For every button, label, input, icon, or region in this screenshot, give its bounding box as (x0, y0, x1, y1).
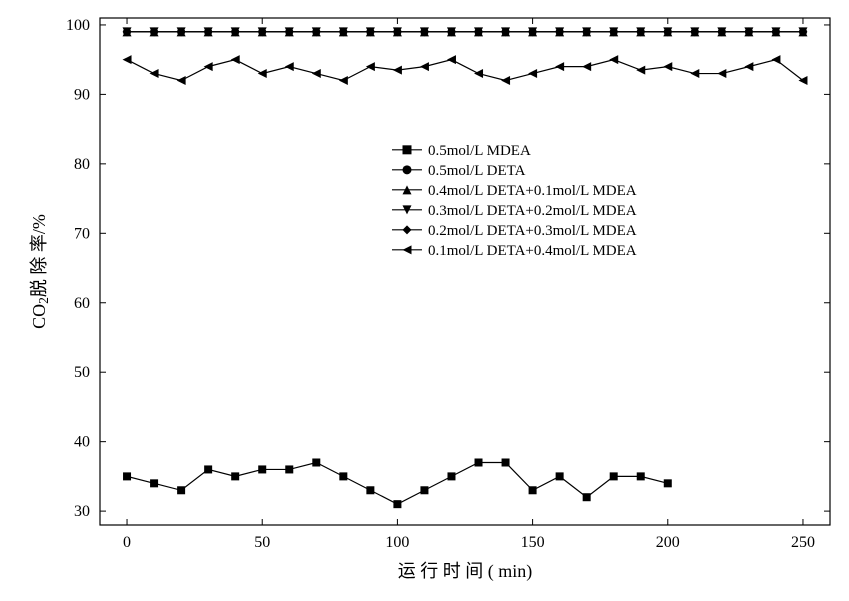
ytick-label: 90 (74, 86, 90, 103)
marker-circle (403, 165, 412, 174)
ytick-label: 100 (66, 17, 90, 34)
xtick-label: 100 (385, 534, 409, 551)
xtick-label: 200 (656, 534, 680, 551)
marker-square (204, 465, 212, 473)
marker-square (664, 479, 672, 487)
marker-square (556, 472, 564, 480)
xtick-label: 150 (521, 534, 545, 551)
marker-square (393, 500, 401, 508)
marker-square (447, 472, 455, 480)
marker-square (583, 493, 591, 501)
ytick-label: 80 (74, 156, 90, 173)
ytick-label: 60 (74, 295, 90, 312)
marker-square (403, 145, 412, 154)
marker-square (258, 465, 266, 473)
marker-square (366, 486, 374, 494)
legend-label: 0.2mol/L DETA+0.3mol/L MDEA (428, 223, 637, 239)
ytick-label: 30 (74, 503, 90, 520)
marker-square (637, 472, 645, 480)
chart-svg: 0 50 100 150 200 250 30 40 50 60 70 80 90 100 运 行 时 间 … (0, 0, 849, 601)
marker-square (502, 458, 510, 466)
marker-square (475, 458, 483, 466)
marker-square (339, 472, 347, 480)
marker-square (123, 472, 131, 480)
marker-square (610, 472, 618, 480)
marker-square (177, 486, 185, 494)
chart-bg (0, 0, 849, 601)
legend-label: 0.5mol/L MDEA (428, 143, 531, 159)
marker-square (150, 479, 158, 487)
xtick-label: 250 (791, 534, 815, 551)
legend-label: 0.3mol/L DETA+0.2mol/L MDEA (428, 203, 637, 219)
chart-container: 0 50 100 150 200 250 30 40 50 60 70 80 90 100 运 行 时 间 … (0, 0, 849, 601)
xtick-label: 50 (254, 534, 270, 551)
ytick-label: 40 (74, 434, 90, 451)
marker-square (285, 465, 293, 473)
xtick-label: 0 (123, 534, 131, 551)
marker-square (529, 486, 537, 494)
marker-square (420, 486, 428, 494)
x-axis-label: 运 行 时 间 ( min) (398, 561, 533, 582)
legend-label: 0.4mol/L DETA+0.1mol/L MDEA (428, 183, 637, 199)
legend-label: 0.1mol/L DETA+0.4mol/L MDEA (428, 243, 637, 259)
ytick-label: 50 (74, 364, 90, 381)
marker-square (231, 472, 239, 480)
y-axis-label: CO2脱 除 率/% (29, 214, 51, 329)
marker-square (312, 458, 320, 466)
ytick-label: 70 (74, 225, 90, 242)
legend-label: 0.5mol/L DETA (428, 163, 526, 179)
